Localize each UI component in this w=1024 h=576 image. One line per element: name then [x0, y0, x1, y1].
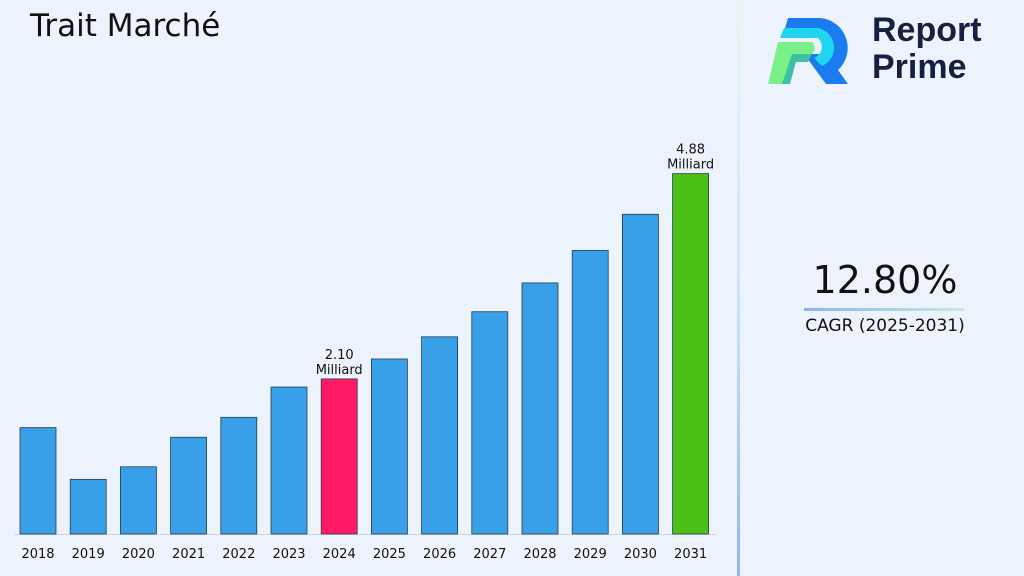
x-tick-label: 2019 [72, 547, 105, 562]
report-prime-logo-icon [768, 18, 848, 84]
x-tick-label: 2028 [523, 547, 556, 562]
x-tick-label: 2022 [222, 547, 255, 562]
data-label: 2.10 [325, 348, 354, 363]
x-tick-label: 2020 [122, 547, 155, 562]
bar-2031 [672, 173, 709, 535]
data-label: 4.88 [676, 143, 705, 158]
bar-2021 [170, 436, 208, 535]
cagr-value: 12.80% [812, 258, 958, 302]
x-tick-label: 2023 [272, 547, 305, 562]
x-tick-label: 2018 [21, 547, 54, 562]
bar-2023 [270, 386, 308, 535]
x-tick-label: 2029 [574, 547, 607, 562]
brand-line2: Prime [872, 48, 967, 86]
bar-2020 [120, 466, 157, 535]
bar-chart: 2018 2019 2020 2021 2022 2023 20242.10Milliard… [14, 143, 716, 562]
x-tick-label: 2025 [373, 547, 406, 562]
bar-2026 [421, 336, 459, 535]
bar-2019 [69, 478, 107, 535]
data-label: Milliard [667, 158, 714, 173]
chart-title: Trait Marché [30, 8, 221, 44]
bar-2028 [521, 282, 559, 535]
x-tick-label: 2027 [473, 547, 506, 562]
bar-2025 [370, 358, 408, 535]
bar-2029 [571, 250, 609, 535]
brand-name: Report Prime [872, 12, 982, 86]
bar-2030 [622, 213, 659, 535]
bar-2018 [19, 427, 57, 535]
data-label: Milliard [316, 363, 363, 378]
bar-2024 [320, 378, 358, 535]
x-tick-label: 2024 [323, 547, 356, 562]
brand-line1: Report [872, 11, 982, 49]
x-tick-label: 2030 [624, 547, 657, 562]
divider [737, 0, 740, 576]
cagr-label: CAGR (2025-2031) [805, 316, 965, 336]
bar-2022 [220, 416, 258, 535]
x-tick-label: 2026 [423, 547, 456, 562]
bar-2027 [471, 311, 509, 535]
x-tick-label: 2031 [674, 547, 707, 562]
x-tick-label: 2021 [172, 547, 205, 562]
cagr-underline [804, 308, 964, 311]
